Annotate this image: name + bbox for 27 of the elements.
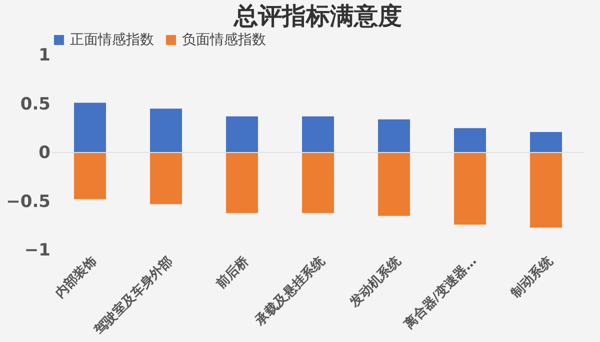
- x-tick-label: 内部装饰: [52, 253, 100, 302]
- bar: [150, 152, 182, 204]
- bar: [150, 108, 182, 152]
- y-tick-label: 0: [38, 143, 51, 163]
- bar: [302, 152, 334, 213]
- y-tick-label: −0.5: [6, 192, 50, 212]
- bar: [530, 132, 562, 152]
- y-tick-label: 0.5: [20, 94, 50, 114]
- x-tick-label: 前后桥: [212, 252, 253, 293]
- x-tick-label: 发动机系统: [346, 252, 405, 312]
- bar: [302, 116, 334, 152]
- chart-title: 总评指标满意度: [233, 2, 402, 30]
- bar: [226, 152, 258, 213]
- bar: [226, 116, 258, 152]
- bar: [530, 152, 562, 228]
- y-tick-label: 1: [38, 46, 50, 66]
- bar: [74, 152, 106, 200]
- bar: [378, 119, 410, 152]
- x-tick-label: 制动系统: [507, 252, 557, 302]
- legend-label: 正面情感指数: [70, 32, 154, 48]
- bar: [454, 128, 486, 152]
- bar: [378, 152, 410, 216]
- y-tick-label: −1: [24, 240, 50, 260]
- bar: [454, 152, 486, 225]
- legend-label: 负面情感指数: [182, 32, 266, 48]
- x-tick-label: 承载及悬挂系统: [252, 252, 329, 330]
- bar: [74, 102, 106, 152]
